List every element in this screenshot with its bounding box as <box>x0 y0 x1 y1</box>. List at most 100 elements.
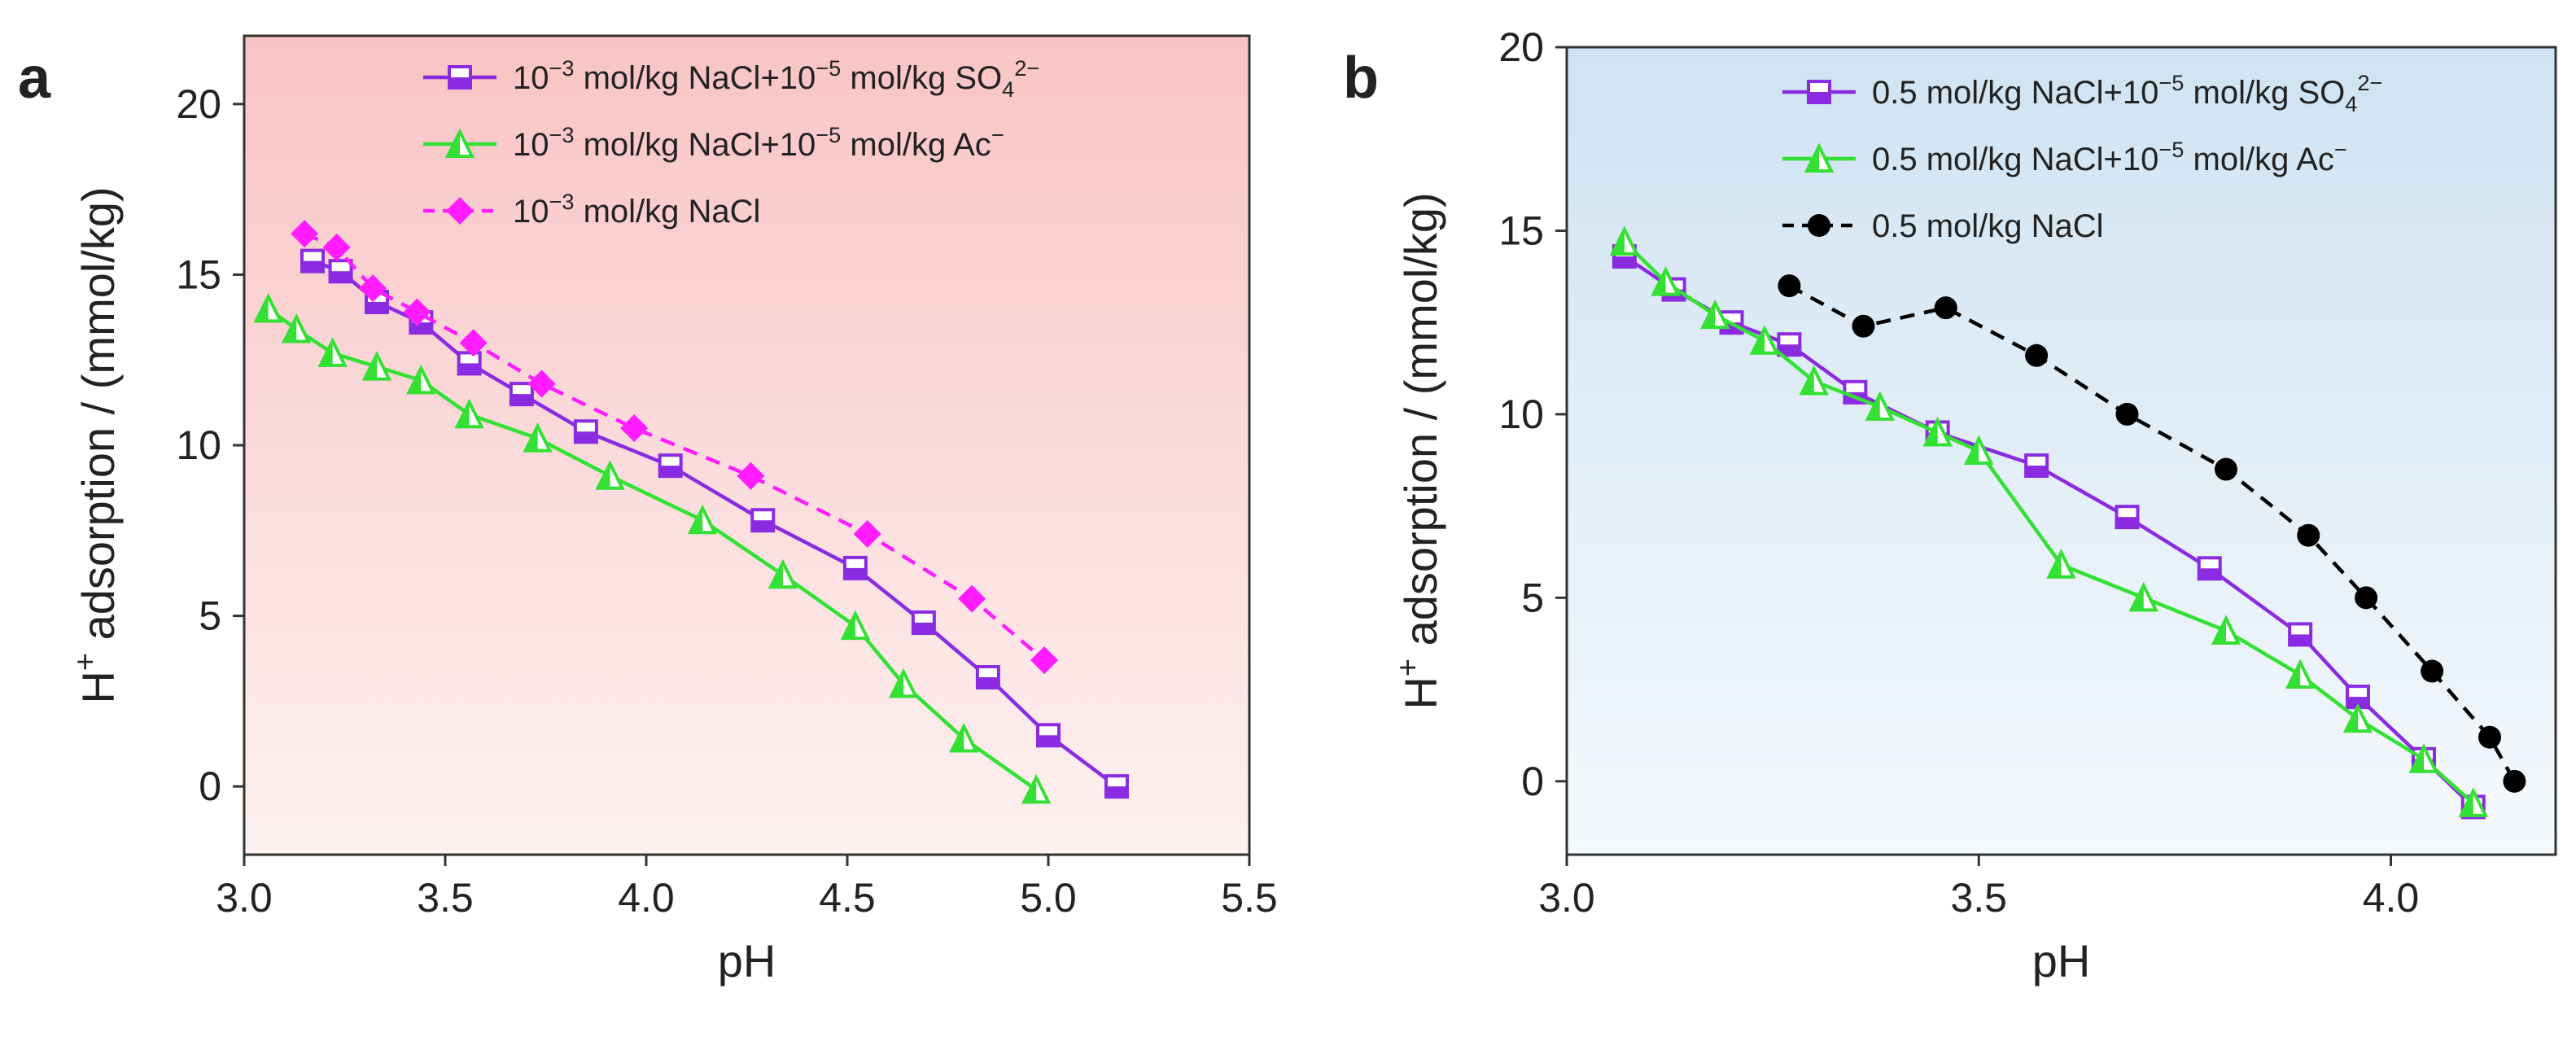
data-point <box>2297 523 2320 547</box>
data-point-fill <box>2460 790 2473 816</box>
x-tick-label: 5.5 <box>1221 875 1278 921</box>
data-point-fill <box>1966 439 1979 463</box>
data-point <box>527 370 556 398</box>
data-point-fill <box>510 394 532 405</box>
data-point-fill <box>2346 707 2358 732</box>
legend-label: 10−3​ mol/kg NaCl+10−5​ mol/kg SO4​2−​ <box>513 55 1039 102</box>
x-axis-title: pH <box>2032 935 2091 987</box>
data-point-fill <box>409 368 422 393</box>
data-point-fill <box>2214 618 2226 643</box>
data-point-fill <box>301 260 323 272</box>
data-point <box>958 584 986 613</box>
data-point-fill <box>844 567 866 579</box>
data-point-fill <box>1801 369 1814 394</box>
data-point <box>1934 296 1957 320</box>
legend-label: 0.5 mol/kg NaCl+10−5​ mol/kg SO4​2−​ <box>1872 70 2382 116</box>
legend: 0.5 mol/kg NaCl+10−5​ mol/kg SO4​2−​ 0.5 … <box>1782 70 2382 244</box>
plot-background <box>244 36 1249 855</box>
chart-panel-a: a 3.0 3.5 4.0 4.5 5.0 5.5 0 5 10 15 20 pH H+​ adsorpt… <box>18 34 1278 987</box>
plot-frame <box>243 34 1251 856</box>
data-point <box>737 462 765 490</box>
data-point <box>1778 274 1801 298</box>
data-point-fill <box>2131 585 2144 610</box>
legend-label: 0.5 mol/kg NaCl <box>1872 208 2104 244</box>
data-point-fill <box>1703 303 1716 328</box>
y-tick-label: 15 <box>176 252 221 297</box>
data-point-fill <box>891 672 904 697</box>
data-point-fill <box>2412 746 2424 772</box>
data-point <box>2115 402 2139 426</box>
data-point <box>2478 725 2501 749</box>
y-tick-label: 20 <box>176 81 221 127</box>
data-point-fill <box>365 354 378 379</box>
x-axis-title: pH <box>718 935 776 987</box>
legend: 10−3​ mol/kg NaCl+10−5​ mol/kg SO4​2−​ 10… <box>423 55 1039 230</box>
data-point-fill <box>2116 517 2138 528</box>
legend-item: 0.5 mol/kg NaCl+10−5​ mol/kg Ac−​ <box>1782 137 2347 177</box>
data-point-fill <box>256 296 269 322</box>
data-point <box>291 220 319 248</box>
y-tick-label: 5 <box>199 593 221 639</box>
y-tick-label: 20 <box>1498 24 1544 70</box>
y-tick-label: 10 <box>1498 392 1544 437</box>
legend-label: 10−3​ mol/kg NaCl+10−5​ mol/kg Ac−​ <box>513 122 1004 163</box>
data-point-fill <box>2347 697 2368 708</box>
data-point-fill <box>1024 777 1037 803</box>
data-point-fill <box>2288 663 2301 688</box>
data-point-fill <box>2198 568 2220 580</box>
legend-item: 0.5 mol/kg NaCl <box>1782 208 2104 244</box>
data-point <box>853 519 881 548</box>
data-point <box>620 414 649 443</box>
data-point-fill <box>1752 328 1765 353</box>
data-point-fill <box>977 677 999 689</box>
data-point-fill <box>842 614 855 639</box>
legend-item: 10−3​ mol/kg NaCl+10−5​ mol/kg SO4​2−​ <box>423 55 1039 102</box>
y-axis-title: H+​ adsorption / (mmol/kg) <box>69 186 124 703</box>
data-point-fill <box>690 508 703 533</box>
data-point-fill <box>1612 229 1625 254</box>
data-point <box>403 298 431 326</box>
y-tick-label: 15 <box>1498 208 1544 253</box>
legend-marker <box>446 197 474 225</box>
series-3 <box>291 220 1059 675</box>
data-point-fill <box>752 520 774 532</box>
data-point-fill <box>410 322 432 334</box>
data-point <box>2421 659 2444 683</box>
plot-background <box>1567 47 2556 855</box>
legend-marker-fill <box>449 77 470 88</box>
data-point-fill <box>284 317 297 342</box>
y-tick-label: 0 <box>199 764 221 809</box>
panel-letter: b <box>1343 46 1379 111</box>
data-point-fill <box>659 466 681 477</box>
data-point <box>1852 314 1875 338</box>
data-point-fill <box>575 431 597 443</box>
data-point-fill <box>525 426 538 451</box>
x-tick-label: 3.5 <box>1950 875 2007 921</box>
panel-letter: a <box>18 46 51 111</box>
data-point <box>2025 343 2049 367</box>
data-point-fill <box>1038 735 1059 746</box>
series-2 <box>253 292 1052 804</box>
data-point-fill <box>320 340 333 365</box>
legend-marker <box>1808 214 1830 237</box>
x-tick-label: 4.5 <box>819 875 876 921</box>
data-point-fill <box>1105 786 1127 798</box>
data-point <box>2355 586 2378 610</box>
legend-marker-fill <box>448 132 460 156</box>
data-point-fill <box>1925 420 1938 445</box>
data-point-fill <box>457 402 470 427</box>
series-3 <box>1778 274 2526 793</box>
series-1 <box>300 248 1129 799</box>
data-point-fill <box>770 562 783 588</box>
data-point-fill <box>1653 269 1666 295</box>
data-point <box>2503 769 2526 793</box>
data-point-fill <box>597 463 610 488</box>
x-tick-label: 3.5 <box>417 875 474 921</box>
data-point-fill <box>366 301 388 313</box>
y-tick-label: 5 <box>1521 575 1544 620</box>
x-tick-label: 3.0 <box>216 875 273 921</box>
legend-item: 0.5 mol/kg NaCl+10−5​ mol/kg SO4​2−​ <box>1782 70 2382 116</box>
data-point-fill <box>1867 394 1880 419</box>
data-point-fill <box>2290 634 2311 645</box>
legend-item: 10−3​ mol/kg NaCl <box>423 189 760 230</box>
